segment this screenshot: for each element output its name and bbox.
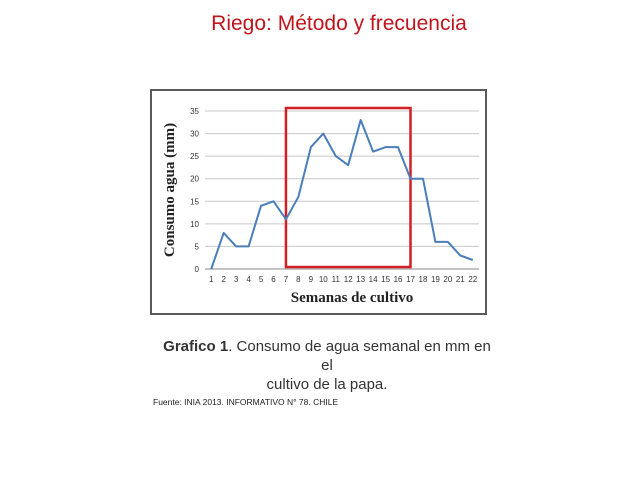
source-note: Fuente: INIA 2013. INFORMATIVO N° 78. CH… [153,397,339,407]
x-tick-label: 4 [246,275,251,284]
x-tick-label: 6 [271,275,276,284]
y-tick-label: 0 [195,265,200,274]
x-tick-label: 12 [344,275,353,284]
x-tick-label: 22 [468,275,477,284]
x-tick-label: 10 [319,275,328,284]
series-line [210,119,474,270]
x-tick-label: 17 [406,275,415,284]
gridlines [205,110,479,270]
x-tick-label: 20 [443,275,452,284]
x-tick-label: 1 [209,275,214,284]
x-tick-label: 18 [419,275,428,284]
x-tick-label: 11 [332,275,341,284]
x-tick-label: 16 [394,275,403,284]
x-tick-label: 21 [456,275,465,284]
y-tick-label: 25 [190,152,199,161]
y-tick-label: 15 [190,197,199,206]
x-tick-label: 2 [221,275,226,284]
x-tick-label: 7 [284,275,289,284]
x-tick-label: 9 [309,275,314,284]
caption-text-line1: . Consumo de agua semanal en mm en el [228,338,491,374]
x-axis-label: Semanas de cultivo [291,290,414,306]
y-tick-label: 10 [190,220,199,229]
chart-figure: 0 5 10 15 20 25 30 35 1 2 3 4 5 6 7 8 9 10 11 12 13 14 15 16 17… [150,89,487,315]
y-tick-label: 35 [190,107,199,116]
caption-label: Grafico 1 [163,338,229,355]
caption-text-line2: cultivo de la papa. [266,376,388,393]
x-tick-label: 13 [356,275,365,284]
y-tick-label: 30 [190,130,199,139]
y-tick-label: 5 [195,242,200,251]
highlight-rectangle [284,106,412,269]
x-tick-label: 14 [369,275,378,284]
y-axis-label: Consumo agua (mm) [162,123,178,257]
x-tick-label: 5 [259,275,264,284]
x-tick-labels: 1 2 3 4 5 6 7 8 9 10 11 12 13 14 15 16 17 18 19 20 21 22 [209,275,478,284]
slide-title: Riego: Método y frecuencia [211,12,467,35]
x-tick-label: 19 [431,275,440,284]
y-tick-label: 20 [190,175,199,184]
x-tick-label: 8 [296,275,301,284]
figure-caption: Grafico 1. Consumo de agua semanal en mm… [162,337,492,394]
x-tick-label: 15 [381,275,390,284]
y-tick-labels: 0 5 10 15 20 25 30 35 [190,107,199,274]
x-tick-label: 3 [234,275,239,284]
